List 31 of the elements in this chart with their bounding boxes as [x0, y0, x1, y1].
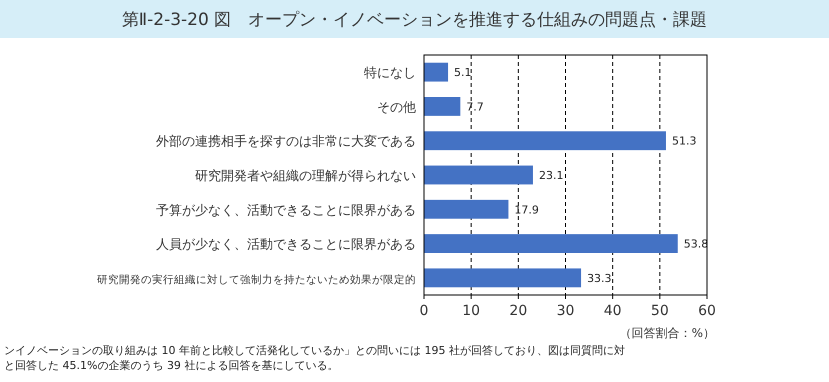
- x-tick-label: 40: [604, 303, 622, 319]
- data-label: 33.3: [587, 272, 612, 285]
- x-tick-label: 0: [420, 303, 428, 319]
- bar: [424, 268, 582, 288]
- text: と回答した 45.1%の企業のうち 39 社による回答を基にしている。: [4, 358, 340, 373]
- y-tick-label: その他: [377, 100, 416, 116]
- y-tick-label: 研究開発者や組織の理解が得られない: [195, 169, 416, 184]
- y-tick-label: 特になし: [364, 66, 416, 82]
- x-tick-label: 50: [650, 303, 669, 319]
- y-tick-label: 人員が少なく、活動できることに限界がある: [156, 238, 416, 253]
- bar: [424, 131, 666, 150]
- x-tick-label: 20: [509, 303, 528, 319]
- data-label: 23.1: [538, 169, 564, 182]
- y-tick-label: 外部の連携相手を探すのは非常に大変である: [156, 134, 416, 150]
- y-tick-label: 研究開発の実行組織に対して強制力を持たないため効果が限定的: [97, 272, 416, 286]
- text: ンイノベーションの取り組みは 10 年前と比較して活発化しているか」との問いには 195 社が回答しており、図は同質問に対: [4, 343, 626, 358]
- data-label: 17.9: [514, 203, 539, 216]
- x-tick-label: 30: [556, 303, 574, 319]
- bar: [424, 166, 533, 184]
- bar: [424, 200, 508, 219]
- chart-title: 第Ⅱ-2-3-20 図 オープン・イノベーションを推進する仕組みの問題点・課題: [122, 10, 708, 30]
- bar: [424, 97, 460, 116]
- x-axis-title: （回答割合：%）: [620, 326, 715, 340]
- x-tick-label: 60: [698, 303, 716, 319]
- bar: [424, 234, 678, 253]
- data-label: 5.1: [454, 66, 472, 80]
- x-tick-label: 10: [462, 303, 480, 319]
- bar: [424, 62, 448, 82]
- data-label: 51.3: [672, 134, 696, 148]
- data-label: 7.7: [466, 100, 484, 114]
- y-tick-label: 予算が少なく、活動できることに限界がある: [156, 203, 416, 218]
